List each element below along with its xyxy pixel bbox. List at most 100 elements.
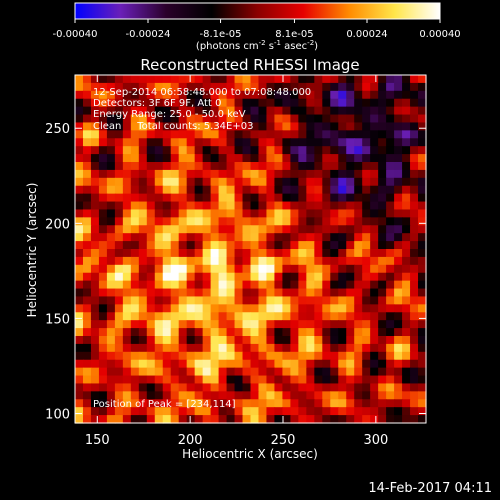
heatmap-cell bbox=[290, 280, 299, 290]
heatmap-cell bbox=[386, 359, 395, 369]
heatmap-cell bbox=[82, 351, 92, 361]
heatmap-cell bbox=[234, 209, 244, 218]
heatmap-cell bbox=[114, 320, 124, 329]
heatmap-cell bbox=[90, 114, 100, 124]
heatmap-cell bbox=[202, 233, 212, 242]
heatmap-cell bbox=[98, 98, 108, 108]
heatmap-cell bbox=[330, 391, 339, 400]
heatmap-cell bbox=[290, 162, 299, 171]
heatmap-cell bbox=[418, 82, 427, 92]
heatmap-cell bbox=[194, 162, 204, 171]
heatmap-cell bbox=[154, 359, 164, 369]
heatmap-cell bbox=[354, 233, 363, 242]
heatmap-cell bbox=[266, 122, 276, 131]
heatmap-cell bbox=[394, 249, 403, 258]
heatmap-cell bbox=[282, 351, 291, 361]
heatmap-cell bbox=[362, 343, 371, 353]
heatmap-cell bbox=[266, 185, 276, 195]
heatmap-cell bbox=[274, 264, 284, 274]
heatmap-cell bbox=[170, 193, 180, 203]
heatmap-cell bbox=[282, 154, 291, 163]
heatmap-cell bbox=[370, 391, 379, 400]
heatmap-cell bbox=[314, 328, 323, 337]
heatmap-cell bbox=[218, 280, 228, 290]
heatmap-cell bbox=[162, 169, 172, 179]
heatmap-cell bbox=[274, 233, 284, 242]
heatmap-cell bbox=[194, 209, 204, 218]
heatmap-cell bbox=[138, 130, 148, 139]
heatmap-cell bbox=[122, 106, 132, 116]
heatmap-cell bbox=[226, 209, 236, 218]
heatmap-cell bbox=[282, 162, 291, 171]
heatmap-cell bbox=[354, 351, 363, 361]
heatmap-cell bbox=[314, 256, 323, 266]
heatmap-cell bbox=[162, 225, 172, 234]
heatmap-cell bbox=[170, 225, 180, 234]
heatmap-cell bbox=[138, 201, 148, 211]
heatmap-cell bbox=[234, 130, 244, 139]
heatmap-cell bbox=[338, 106, 347, 116]
heatmap-cell bbox=[354, 217, 363, 226]
heatmap-cell bbox=[394, 154, 403, 163]
heatmap-cell bbox=[346, 177, 355, 187]
heatmap-cell bbox=[98, 130, 108, 139]
heatmap-cell bbox=[82, 106, 92, 116]
heatmap-cell bbox=[362, 98, 371, 108]
heatmap-cell bbox=[154, 90, 164, 100]
heatmap-cell bbox=[75, 304, 84, 313]
heatmap-cell bbox=[258, 75, 268, 84]
heatmap-cell bbox=[322, 296, 331, 305]
heatmap-cell bbox=[130, 407, 140, 416]
heatmap-cell bbox=[90, 351, 100, 361]
heatmap-cell bbox=[75, 383, 84, 392]
heatmap-cell bbox=[146, 312, 156, 321]
chart-title: Reconstructed RHESSI Image bbox=[140, 56, 359, 74]
heatmap-cell bbox=[338, 272, 347, 282]
heatmap-cell bbox=[138, 249, 148, 258]
heatmap-cell bbox=[138, 138, 148, 147]
heatmap-cell bbox=[402, 225, 411, 234]
annotation-clean-counts: Clean Total counts: 5.34E+03 bbox=[93, 121, 253, 132]
heatmap-cell bbox=[75, 185, 84, 195]
heatmap-cell bbox=[346, 264, 355, 274]
heatmap-cell bbox=[314, 241, 323, 250]
heatmap-cell bbox=[154, 193, 164, 203]
heatmap-cell bbox=[242, 249, 252, 258]
heatmap-cell bbox=[322, 359, 331, 369]
heatmap-cell bbox=[202, 114, 212, 124]
heatmap-cell bbox=[322, 138, 331, 147]
heatmap-cell bbox=[210, 177, 220, 187]
heatmap-cell bbox=[274, 138, 284, 147]
heatmap-cell bbox=[322, 375, 331, 385]
heatmap-cell bbox=[402, 106, 411, 116]
heatmap-cell bbox=[122, 280, 132, 290]
heatmap-cell bbox=[242, 185, 252, 195]
heatmap-cell bbox=[234, 320, 244, 329]
heatmap-cell bbox=[298, 162, 307, 171]
heatmap-cell bbox=[346, 185, 355, 195]
heatmap-cell bbox=[106, 122, 116, 131]
heatmap-cell bbox=[346, 343, 355, 353]
heatmap-cell bbox=[170, 241, 180, 250]
heatmap-cell bbox=[418, 391, 427, 400]
heatmap-cell bbox=[146, 264, 156, 274]
heatmap-cell bbox=[306, 415, 315, 424]
heatmap-cell bbox=[314, 367, 323, 377]
heatmap-cell bbox=[274, 185, 284, 195]
heatmap-cell bbox=[298, 122, 307, 131]
x-tick-label: 150 bbox=[85, 433, 110, 448]
heatmap-cell bbox=[218, 415, 228, 424]
heatmap-cell bbox=[370, 375, 379, 385]
heatmap-cell bbox=[274, 201, 284, 211]
heatmap-cell bbox=[202, 375, 212, 385]
heatmap-cell bbox=[394, 90, 403, 100]
heatmap-cell bbox=[218, 169, 228, 179]
heatmap-cell bbox=[330, 201, 339, 211]
heatmap-cell bbox=[194, 114, 204, 124]
heatmap-cell bbox=[354, 241, 363, 250]
heatmap-cell bbox=[146, 169, 156, 179]
heatmap-cell bbox=[418, 399, 427, 408]
heatmap-cell bbox=[138, 185, 148, 195]
heatmap-cell bbox=[90, 288, 100, 298]
heatmap-cell bbox=[410, 336, 419, 345]
